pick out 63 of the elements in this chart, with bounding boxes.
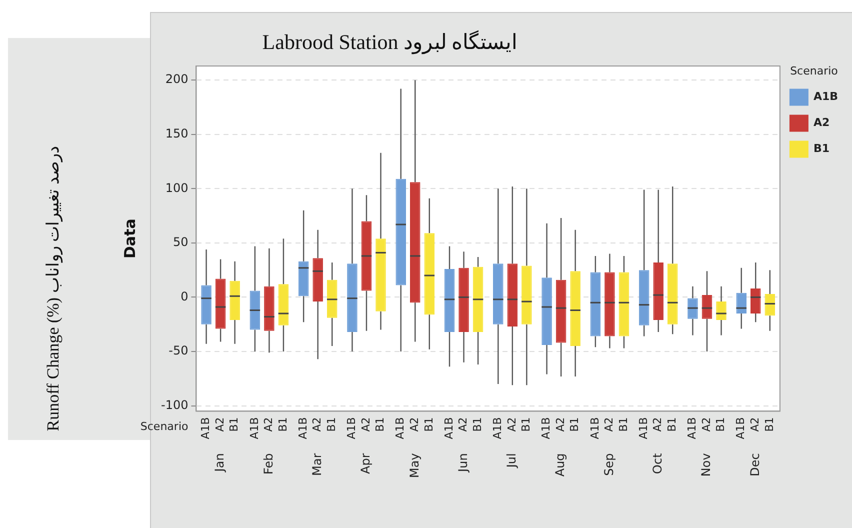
y-tick-label: 0 — [180, 289, 188, 304]
y-tick-label: -50 — [168, 344, 188, 358]
y-tick-label: 200 — [165, 72, 188, 86]
text: A2 — [456, 417, 470, 432]
y-tick-label: 50 — [172, 235, 188, 250]
text: Scenario — [140, 420, 188, 434]
text: B1 — [374, 417, 387, 432]
text: A1B — [636, 417, 650, 440]
text: A2 — [505, 417, 518, 432]
text: A2 — [262, 417, 276, 432]
text: A2 — [602, 417, 616, 432]
legend-label: B1 — [813, 142, 830, 156]
text: A2 — [651, 417, 664, 432]
text: B1 — [470, 417, 484, 432]
x-tick-label: Feb — [261, 453, 276, 474]
text: A2 — [213, 417, 226, 432]
text: A1B — [199, 417, 212, 440]
y-axis-title: Data — [120, 218, 139, 259]
y-tick-label: -100 — [161, 398, 188, 412]
text: B1 — [616, 417, 630, 432]
x-tick-label: Jun — [456, 453, 470, 473]
legend-label: A2 — [813, 116, 830, 130]
text: B1 — [276, 417, 290, 432]
text: B1 — [665, 417, 678, 432]
text: A2 — [408, 417, 421, 432]
text: A2 — [554, 417, 567, 432]
text: A1B — [540, 417, 553, 440]
text: A1B — [394, 417, 407, 440]
text: A1B — [345, 417, 358, 440]
x-tick-label: Dec — [748, 453, 762, 476]
text: B1 — [228, 417, 241, 432]
x-tick-label: May — [407, 453, 422, 478]
x-tick-label: Nov — [699, 453, 714, 477]
text: A1B — [442, 417, 456, 440]
x-tick-label: Jul — [504, 453, 519, 469]
text: A2 — [748, 417, 762, 432]
text: B1 — [422, 417, 436, 432]
text: B1 — [762, 417, 776, 432]
y-tick-label: 150 — [165, 126, 188, 141]
x-tick-label: Oct — [650, 452, 664, 474]
text: B1 — [324, 417, 338, 432]
text: B1 — [568, 417, 582, 432]
text: A1B — [588, 417, 602, 440]
chart-title: ایستگاه لبرود Labrood Station — [261, 30, 519, 55]
x-tick-label: Apr — [358, 453, 373, 474]
y-tick-label: 100 — [165, 180, 188, 195]
text: A1B — [248, 417, 261, 440]
legend-title: Scenario — [790, 64, 838, 78]
legend-label: A1B — [813, 90, 838, 104]
text: A2 — [310, 417, 324, 432]
text: Runoff Change (%) درصد تغییرات رواناب — [42, 144, 64, 434]
x-tick-label: Jan — [212, 453, 227, 473]
text: A2 — [359, 417, 372, 432]
text: B1 — [520, 417, 533, 432]
text: B1 — [714, 417, 728, 432]
text: A1B — [296, 417, 310, 440]
x-tick-label: Mar — [310, 453, 324, 476]
text: A1B — [491, 417, 504, 440]
x-tick-label: Sep — [602, 453, 616, 476]
x-tick-label: Aug — [553, 453, 568, 477]
text: A1B — [686, 417, 699, 440]
text: A2 — [700, 417, 713, 432]
text: A1B — [734, 417, 748, 440]
